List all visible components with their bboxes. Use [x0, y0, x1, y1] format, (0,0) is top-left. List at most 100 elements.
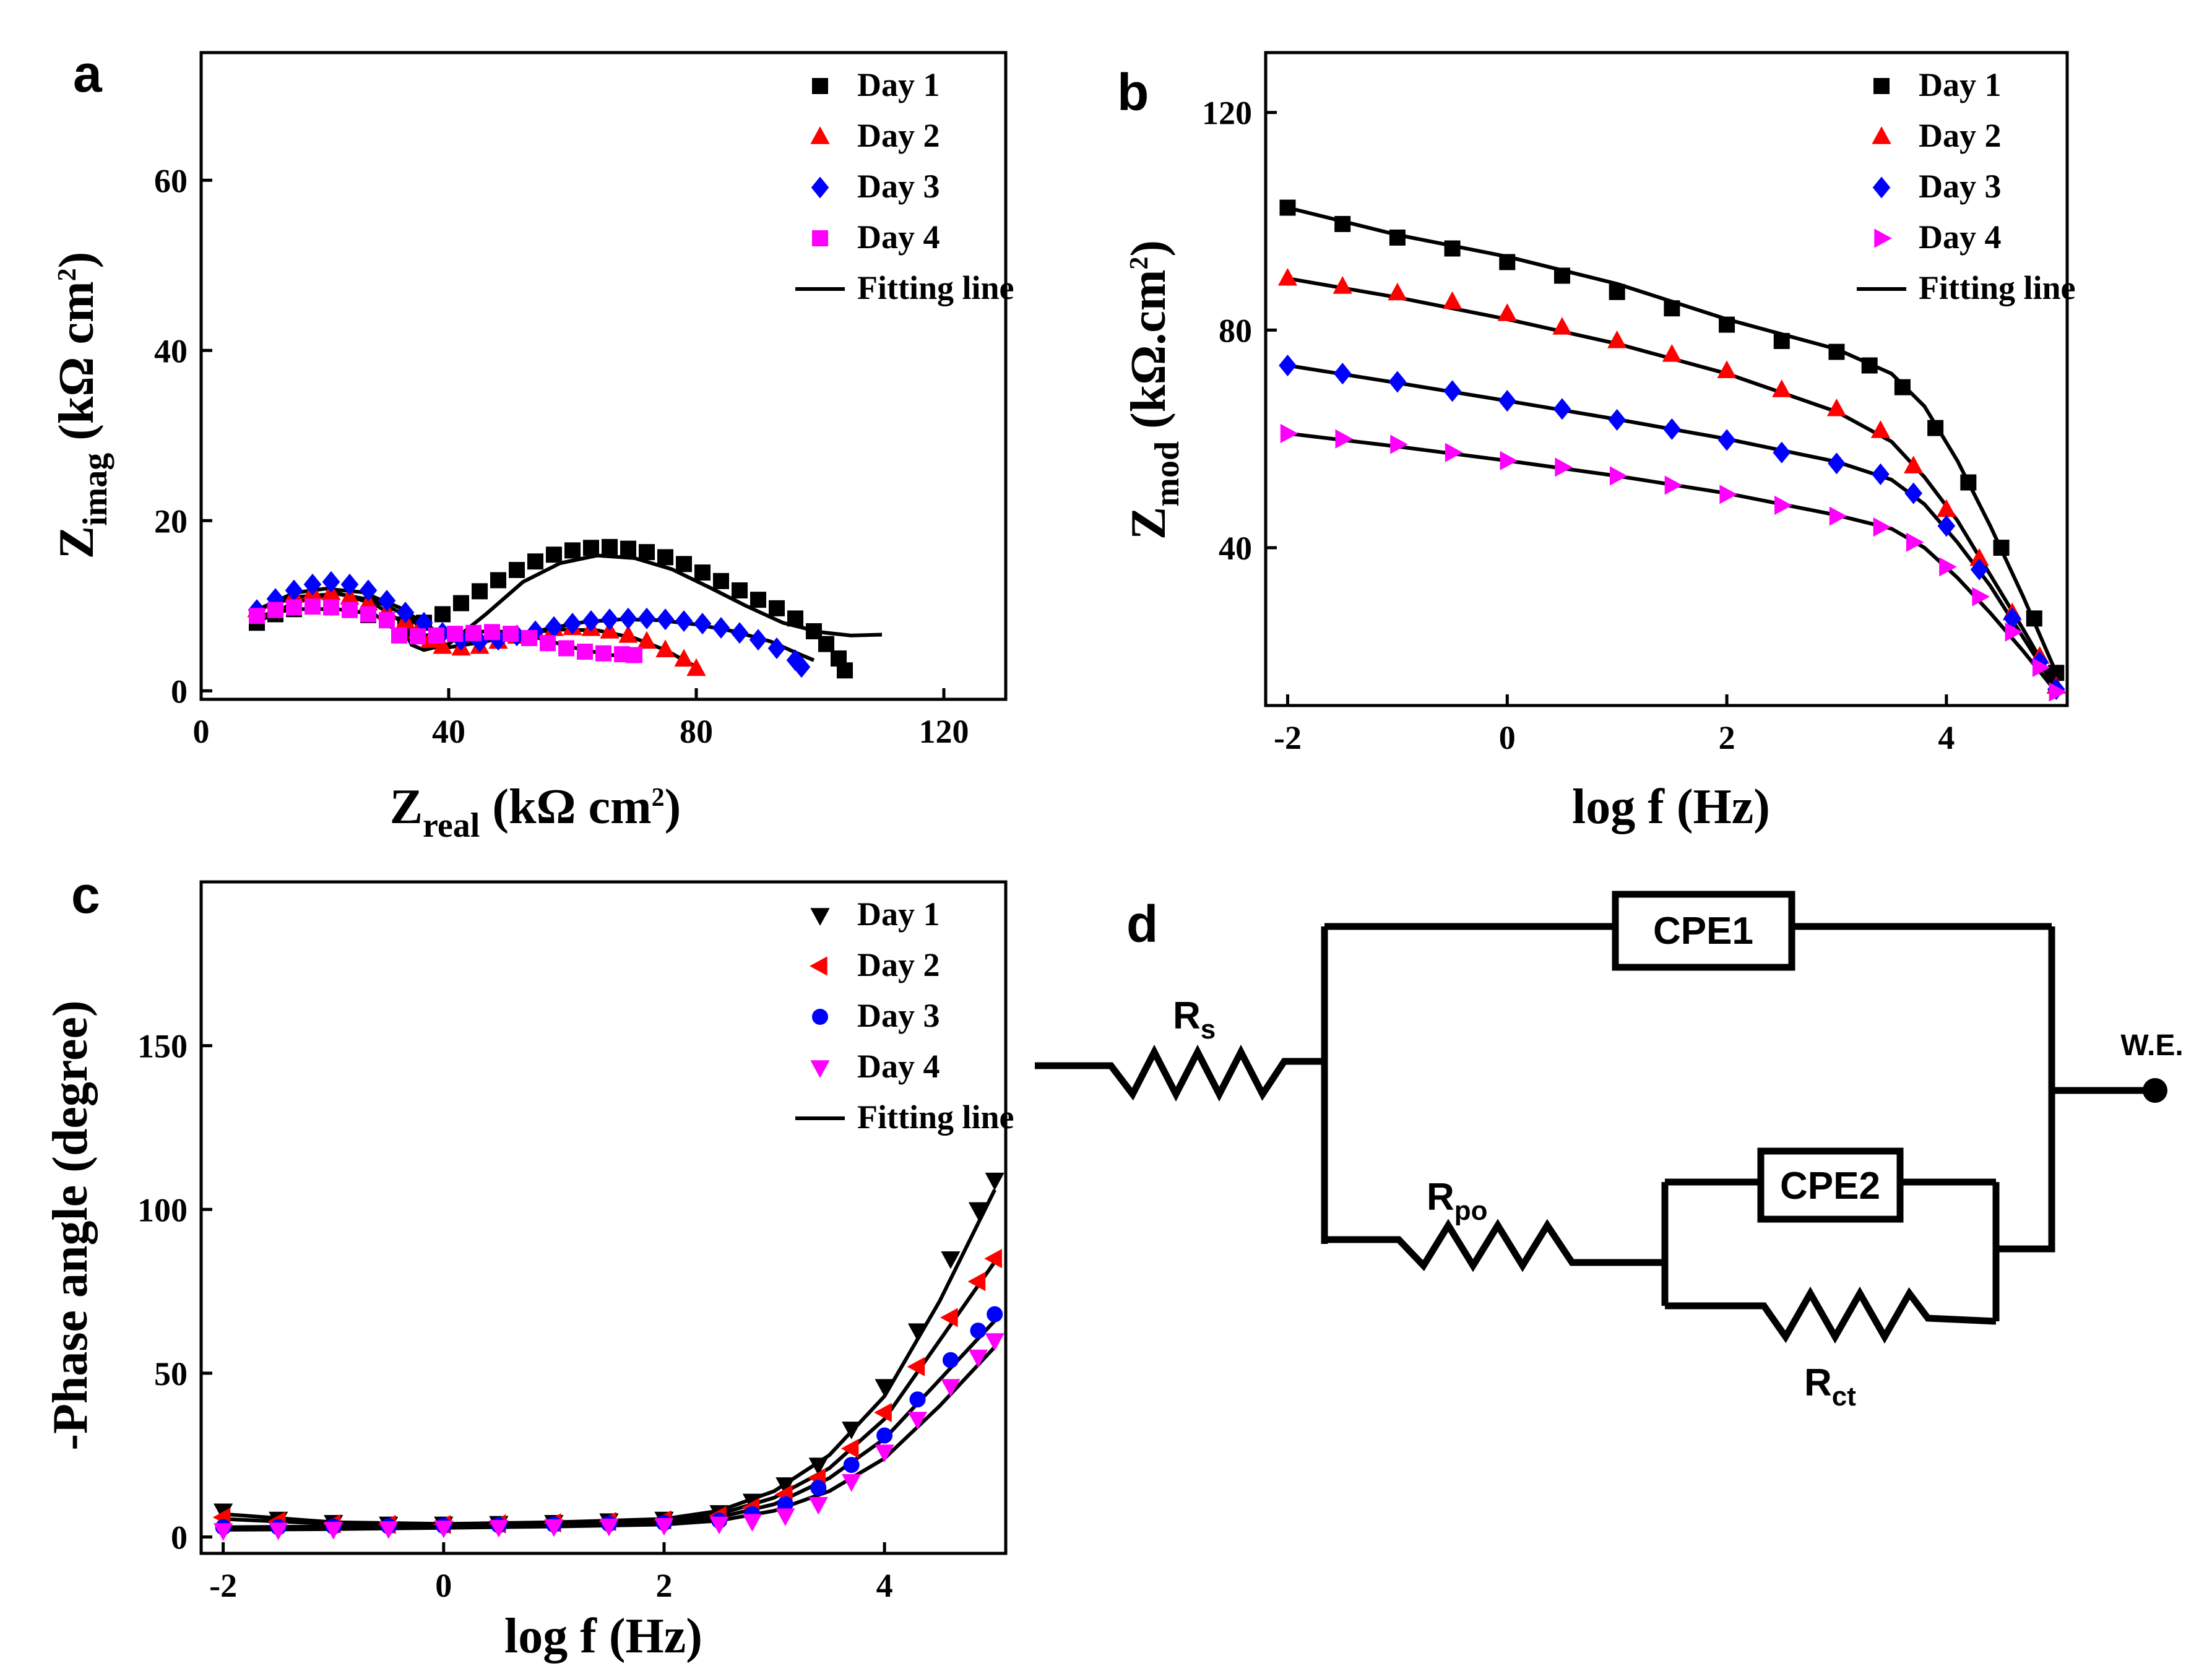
- panel-a-day-1-point-15: [527, 553, 543, 570]
- panel-c-day-4-point-10: [742, 1514, 763, 1532]
- panel-b-day-4-point-0: [1280, 423, 1298, 444]
- panel-c-series-day-4: [214, 1333, 1004, 1541]
- panel-a-day-3-point-25: [712, 616, 730, 639]
- panel-b-day-1-point-3: [1444, 240, 1461, 257]
- panel-a-day-1-point-33: [837, 662, 853, 679]
- panel-c-chart: -2 0 2 4 0 50 100 150 Day 1 Day 2 Day 3 Day 4 Fitti…: [43, 880, 1014, 1664]
- rct-label: Rct: [1804, 1362, 1856, 1412]
- cpe2-label: CPE2: [1780, 1165, 1880, 1207]
- panel-a-day-1-point-11: [453, 595, 469, 611]
- panel-a-day-3-point-18: [582, 610, 600, 632]
- panel-b-legend: Day 1 Day 2 Day 3 Day 4 Fitting line: [1857, 66, 2076, 306]
- panel-b-legend-label-3: Day 3: [1919, 168, 2002, 205]
- panel-a-day-4-point-4: [323, 599, 339, 616]
- panel-a-legend-marker-2: [810, 126, 830, 144]
- panel-a-y-axis-label: Zimag (kΩ cm2): [50, 252, 114, 559]
- panel-a-legend-marker-1: [812, 78, 828, 94]
- panel-a-day-1-point-29: [787, 610, 803, 627]
- panel-a-day-1-point-23: [676, 556, 692, 572]
- panel-a-day-3-point-2: [285, 579, 303, 602]
- panel-c-y-tick-label-1: 50: [154, 1355, 188, 1392]
- panel-a-legend-label-4: Day 4: [857, 218, 940, 256]
- panel-c-day-3-point-18: [987, 1306, 1003, 1323]
- resistor-rct-branch: [1665, 1286, 1997, 1344]
- panel-c-day-4-point-17: [968, 1349, 988, 1368]
- panel-c-y-tick-label-2: 100: [137, 1191, 188, 1228]
- panel-c-day-4-point-5: [489, 1519, 509, 1538]
- working-electrode-terminal: [2143, 1078, 2167, 1103]
- panel-a-day-4-point-11: [447, 626, 463, 642]
- panel-c-day-1-point-13: [842, 1422, 862, 1439]
- panel-a-day-3-point-30: [792, 656, 811, 678]
- panel-c-legend-label-2: Day 2: [857, 946, 940, 983]
- panel-c-day-1-point-18: [985, 1172, 1004, 1191]
- panel-a-day-1-point-18: [583, 540, 599, 556]
- panel-b-day-1-point-9: [1773, 332, 1790, 349]
- panel-a-day-1-point-27: [750, 592, 766, 608]
- panel-a-day-2-point-21: [618, 624, 638, 643]
- panel-a-day-3-point-17: [563, 613, 582, 635]
- panel-c-day-2-point-14: [874, 1402, 892, 1423]
- panel-a-day-4-point-19: [595, 645, 611, 662]
- panel-a-day-4-point-18: [577, 644, 593, 660]
- panel-b-day-4-point-8: [1719, 485, 1737, 504]
- panel-c-day-4-point-4: [434, 1521, 454, 1539]
- panel-a-y-tick-label-2: 40: [154, 332, 188, 369]
- panel-c-fit-line-1: [223, 1189, 996, 1526]
- panel-c-legend-label-4: Day 4: [857, 1048, 940, 1085]
- panel-b-y-tick-label-0: 40: [1219, 530, 1252, 567]
- panel-c-plot-area: -2 0 2 4 0 50 100 150: [137, 880, 1008, 1604]
- panel-b-day-2-point-6: [1607, 330, 1627, 348]
- panel-letter-c: c: [71, 866, 100, 924]
- panel-c-day-4-point-11: [775, 1508, 795, 1527]
- panel-b-day-3-point-8: [1717, 429, 1736, 451]
- panel-a-day-1-point-19: [602, 538, 618, 555]
- panel-b-legend-label-1: Day 1: [1919, 66, 2002, 103]
- panel-c-day-4-point-8: [654, 1517, 674, 1536]
- panel-a-day-4-point-6: [360, 606, 376, 623]
- panel-a-day-1-point-31: [818, 636, 834, 652]
- panel-b-x-tick-label-1: 0: [1499, 719, 1516, 756]
- panel-b-day-3-point-12: [1904, 482, 1922, 504]
- panel-b-day-3-point-1: [1333, 363, 1352, 385]
- panel-c-day-1-point-11: [775, 1477, 795, 1495]
- panel-b-day-4-point-4: [1500, 451, 1518, 470]
- panel-a-legend-label-5: Fitting line: [857, 269, 1014, 306]
- panel-c-day-3-point-16: [942, 1352, 959, 1368]
- panel-c-day-2-point-18: [984, 1249, 1002, 1269]
- panel-b-day-1-point-16: [2026, 610, 2042, 627]
- panel-a-day-2-point-5: [340, 587, 360, 605]
- panel-a-day-4-point-3: [305, 598, 321, 615]
- panel-c-day-3-point-15: [909, 1391, 926, 1408]
- panel-c-day-3-point-14: [876, 1427, 893, 1444]
- panel-a-day-3-point-7: [378, 589, 396, 612]
- panel-a-y-tick-label-0: 0: [171, 673, 188, 710]
- panel-c-x-tick-label-2: 2: [655, 1567, 672, 1604]
- panel-b-x-axis-label: log f (Hz): [1572, 780, 1770, 834]
- panel-b-day-3-point-4: [1498, 390, 1516, 412]
- panel-a-day-2-point-6: [358, 592, 378, 611]
- panel-a-day-3-point-22: [656, 608, 675, 631]
- panel-b-day-4-point-13: [1939, 557, 1957, 577]
- panel-b-x-tick-label-0: -2: [1274, 719, 1302, 756]
- panel-b-day-2-point-0: [1277, 267, 1298, 286]
- panel-b-legend-marker-4: [1874, 228, 1892, 248]
- panel-c-day-4-point-16: [941, 1379, 961, 1397]
- panel-b-day-3-point-7: [1663, 418, 1681, 440]
- panel-c-legend-marker-4: [810, 1060, 830, 1078]
- panel-c-series-day-1: [214, 1172, 1004, 1535]
- panel-c-day-4-point-12: [808, 1496, 828, 1515]
- panel-b-y-tick-label-2: 120: [1202, 95, 1252, 132]
- panel-a-day-3-point-9: [415, 611, 433, 634]
- panel-a-day-4-point-14: [503, 626, 519, 642]
- panel-a-chart: 0 40 80 120 0 20 40 60 Day 1 Day 2 Day 3 Day 4 Fitt…: [50, 51, 1014, 845]
- panel-a-day-3-point-12: [470, 630, 489, 653]
- panel-a-day-3-point-21: [637, 607, 656, 629]
- panel-b-fit-line-3: [1287, 363, 2058, 691]
- panel-a-legend-label-1: Day 1: [857, 66, 940, 103]
- panel-c-day-4-point-9: [709, 1516, 729, 1535]
- panel-b-day-3-point-6: [1608, 408, 1626, 431]
- panel-b-fit-line-4: [1287, 431, 2058, 693]
- panel-a-legend-label-2: Day 2: [857, 117, 940, 154]
